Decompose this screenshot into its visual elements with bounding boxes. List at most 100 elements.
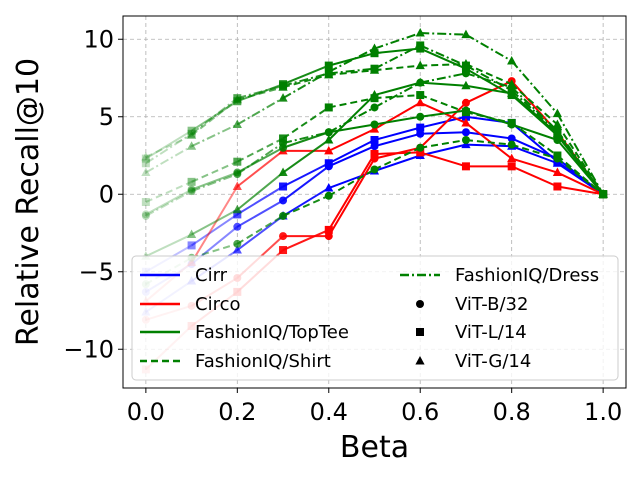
data-point [552, 119, 563, 128]
data-point [324, 225, 333, 234]
data-point [278, 167, 288, 177]
data-point [324, 191, 333, 200]
series-fashioniq-dress-vit-g-14 [141, 28, 608, 198]
series-fashioniq-dress-vit-l-14 [141, 41, 608, 199]
data-point [324, 103, 333, 112]
data-point [416, 112, 425, 121]
legend-label: ViT-L/14 [455, 322, 527, 343]
series-segment [374, 146, 421, 171]
legend-label: Cirr [195, 265, 228, 286]
y-tick-label: 5 [99, 103, 114, 131]
legend-box [131, 255, 619, 381]
data-point [461, 69, 470, 78]
series-segment [328, 47, 375, 73]
data-point [141, 211, 150, 220]
data-point [507, 134, 516, 143]
data-point [187, 185, 196, 194]
legend-label: FashionIQ/TopTee [195, 322, 349, 343]
series-segment [419, 44, 467, 67]
data-point [324, 61, 333, 70]
series-segment [374, 132, 421, 148]
data-point [416, 123, 425, 132]
y-axis-ticks: −10 −5 0 5 10 [63, 25, 123, 363]
data-point [370, 49, 379, 58]
series-segment [191, 160, 238, 183]
series-segment [328, 94, 376, 141]
x-tick-label: 0.4 [310, 398, 348, 426]
data-point [416, 129, 425, 138]
data-point [141, 210, 150, 219]
series-segment [420, 109, 467, 118]
data-point [279, 246, 288, 255]
data-point [141, 154, 150, 163]
series-segment [556, 154, 604, 196]
data-point [552, 167, 563, 177]
series-segment [145, 145, 193, 174]
series-segment [374, 64, 421, 72]
data-point [507, 86, 516, 95]
series-fashioniq-shirt-vit-l-14 [141, 91, 608, 206]
x-tick-label: 0.8 [493, 398, 531, 426]
series-segment [420, 32, 466, 36]
series-segment [191, 100, 238, 132]
data-point [232, 204, 242, 214]
legend-marker [416, 300, 424, 308]
series-segment [328, 128, 375, 152]
legend-entry: ViT-B/32 [416, 294, 528, 315]
series-segment [374, 115, 421, 126]
series-segment [465, 84, 512, 95]
legend-entry: Cirr [140, 265, 228, 286]
data-point [233, 170, 242, 179]
data-point [370, 64, 379, 73]
series-segment [191, 171, 238, 191]
data-point [279, 232, 288, 241]
y-tick-label: 0 [99, 180, 114, 208]
data-point [232, 245, 242, 254]
data-point [370, 142, 379, 151]
series-segment [145, 129, 193, 160]
data-point [232, 181, 242, 190]
data-point [141, 167, 151, 177]
series-segment [374, 151, 421, 155]
series-segment [327, 158, 376, 237]
data-point [461, 61, 470, 70]
series-segment [420, 81, 467, 87]
series-segment [282, 70, 330, 100]
data-point [507, 162, 516, 171]
series-segment [328, 52, 375, 67]
data-point [416, 41, 425, 50]
x-axis-ticks: 0.0 0.2 0.4 0.6 0.8 1.0 [127, 388, 622, 426]
data-point [507, 55, 517, 65]
series-segment [374, 154, 421, 172]
data-point [370, 103, 379, 112]
series-segment [511, 83, 559, 126]
series-segment [236, 171, 284, 211]
legend-label: ViT-G/14 [455, 351, 531, 372]
series-segment [328, 168, 375, 197]
data-point [233, 210, 242, 219]
series-segment [511, 122, 558, 157]
data-point [141, 198, 150, 206]
series-segment [328, 67, 375, 75]
series-segment [511, 123, 558, 141]
data-point [461, 117, 471, 127]
series-segment [465, 72, 512, 89]
legend-entry: Circo [140, 294, 240, 315]
series-segment [420, 72, 467, 84]
data-point [416, 78, 425, 87]
legend: Cirr Circo FashionIQ/TopTee FashionIQ/Shirt… [131, 255, 619, 381]
data-point [370, 94, 379, 103]
data-point [324, 232, 333, 241]
data-point [553, 151, 562, 160]
legend-entry: FashionIQ/Shirt [140, 351, 331, 372]
series-segment [282, 187, 330, 217]
series-segment [282, 165, 330, 202]
y-tick-label: −10 [63, 335, 114, 363]
series-segment [191, 173, 238, 193]
legend-label: Circo [195, 294, 240, 315]
data-point [324, 145, 334, 155]
series-segment [145, 132, 193, 165]
series-segment [556, 113, 605, 195]
series-segment [465, 67, 513, 96]
data-point [461, 128, 470, 137]
